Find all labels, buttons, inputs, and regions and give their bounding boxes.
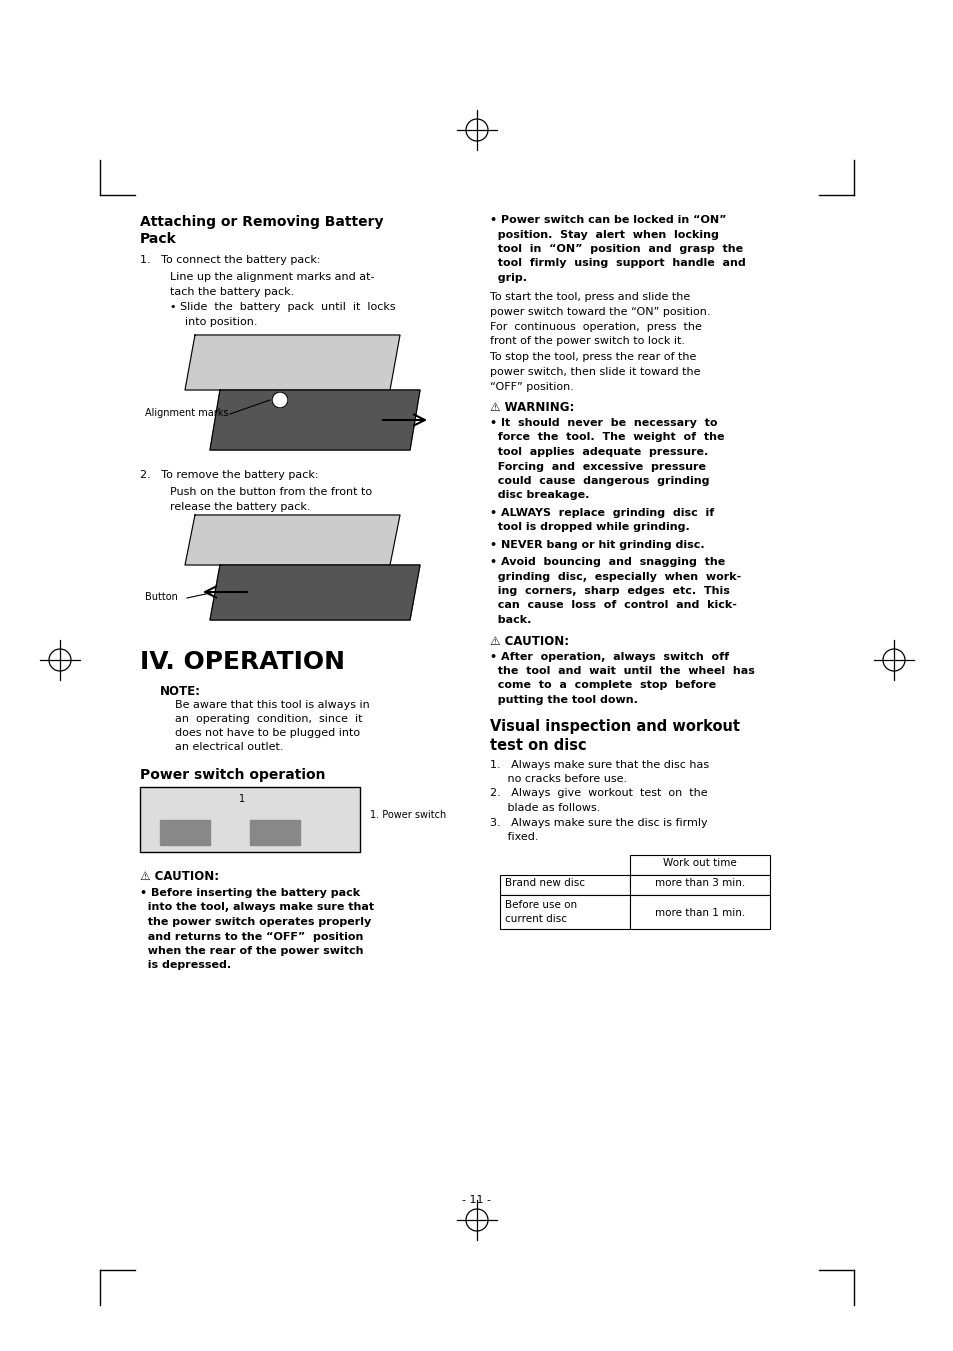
- Text: putting the tool down.: putting the tool down.: [490, 694, 638, 705]
- Text: the power switch operates properly: the power switch operates properly: [140, 917, 371, 927]
- Text: tach the battery pack.: tach the battery pack.: [170, 286, 294, 297]
- Text: Before use on: Before use on: [504, 900, 577, 909]
- Text: does not have to be plugged into: does not have to be plugged into: [174, 728, 359, 738]
- Text: disc breakage.: disc breakage.: [490, 490, 589, 500]
- Text: more than 1 min.: more than 1 min.: [654, 908, 744, 917]
- Text: • ALWAYS  replace  grinding  disc  if: • ALWAYS replace grinding disc if: [490, 508, 714, 517]
- Text: an  operating  condition,  since  it: an operating condition, since it: [174, 713, 362, 724]
- Text: 1: 1: [239, 794, 245, 804]
- Text: power switch, then slide it toward the: power switch, then slide it toward the: [490, 367, 700, 377]
- Text: • NEVER bang or hit grinding disc.: • NEVER bang or hit grinding disc.: [490, 540, 704, 550]
- Text: no cracks before use.: no cracks before use.: [490, 774, 626, 784]
- Text: position.  Stay  alert  when  locking: position. Stay alert when locking: [490, 230, 719, 239]
- Text: - 11 -: - 11 -: [462, 1196, 491, 1205]
- Text: Be aware that this tool is always in: Be aware that this tool is always in: [174, 700, 370, 711]
- Text: the  tool  and  wait  until  the  wheel  has: the tool and wait until the wheel has: [490, 666, 754, 676]
- Text: tool  in  “ON”  position  and  grasp  the: tool in “ON” position and grasp the: [490, 245, 742, 254]
- Text: NOTE:: NOTE:: [160, 685, 201, 698]
- Text: come  to  a  complete  stop  before: come to a complete stop before: [490, 681, 716, 690]
- Text: Pack: Pack: [140, 232, 176, 246]
- Text: Line up the alignment marks and at-: Line up the alignment marks and at-: [170, 272, 375, 282]
- Text: grinding  disc,  especially  when  work-: grinding disc, especially when work-: [490, 571, 740, 581]
- Text: ⚠ CAUTION:: ⚠ CAUTION:: [140, 870, 219, 884]
- Text: front of the power switch to lock it.: front of the power switch to lock it.: [490, 336, 684, 346]
- Bar: [499, 894, 629, 928]
- Bar: [629, 854, 769, 874]
- Text: ⚠ WARNING:: ⚠ WARNING:: [490, 401, 574, 413]
- Text: and returns to the “OFF”  position: and returns to the “OFF” position: [140, 931, 363, 942]
- Text: tool is dropped while grinding.: tool is dropped while grinding.: [490, 523, 689, 532]
- Text: power switch toward the “ON” position.: power switch toward the “ON” position.: [490, 307, 710, 317]
- Text: ⚠ CAUTION:: ⚠ CAUTION:: [490, 635, 569, 647]
- Text: • Power switch can be locked in “ON”: • Power switch can be locked in “ON”: [490, 215, 726, 226]
- Text: could  cause  dangerous  grinding: could cause dangerous grinding: [490, 476, 709, 486]
- Text: Button: Button: [145, 592, 177, 603]
- Text: into the tool, always make sure that: into the tool, always make sure that: [140, 902, 374, 912]
- Text: “OFF” position.: “OFF” position.: [490, 381, 574, 392]
- Text: ing  corners,  sharp  edges  etc.  This: ing corners, sharp edges etc. This: [490, 586, 729, 596]
- Text: • Avoid  bouncing  and  snagging  the: • Avoid bouncing and snagging the: [490, 557, 724, 567]
- Text: release the battery pack.: release the battery pack.: [170, 503, 310, 512]
- Text: 3.   Always make sure the disc is firmly: 3. Always make sure the disc is firmly: [490, 817, 707, 828]
- Text: test on disc: test on disc: [490, 738, 586, 753]
- Text: into position.: into position.: [185, 317, 257, 327]
- Text: Brand new disc: Brand new disc: [504, 878, 584, 889]
- Text: • After  operation,  always  switch  off: • After operation, always switch off: [490, 651, 728, 662]
- Polygon shape: [250, 820, 299, 844]
- Text: Push on the button from the front to: Push on the button from the front to: [170, 486, 372, 497]
- Text: tool  firmly  using  support  handle  and: tool firmly using support handle and: [490, 258, 745, 269]
- Circle shape: [272, 392, 288, 408]
- Text: can  cause  loss  of  control  and  kick-: can cause loss of control and kick-: [490, 600, 736, 611]
- Text: For  continuous  operation,  press  the: For continuous operation, press the: [490, 322, 701, 331]
- Text: Forcing  and  excessive  pressure: Forcing and excessive pressure: [490, 462, 705, 471]
- Bar: [629, 894, 769, 928]
- Text: • Slide  the  battery  pack  until  it  locks: • Slide the battery pack until it locks: [170, 303, 395, 312]
- Text: To stop the tool, press the rear of the: To stop the tool, press the rear of the: [490, 353, 696, 362]
- Text: • Before inserting the battery pack: • Before inserting the battery pack: [140, 888, 359, 898]
- Text: IV. OPERATION: IV. OPERATION: [140, 650, 345, 674]
- Text: Attaching or Removing Battery: Attaching or Removing Battery: [140, 215, 383, 230]
- Polygon shape: [210, 390, 419, 450]
- Polygon shape: [210, 565, 419, 620]
- Text: 2.   Always  give  workout  test  on  the: 2. Always give workout test on the: [490, 789, 707, 798]
- Text: back.: back.: [490, 615, 531, 626]
- Text: To start the tool, press and slide the: To start the tool, press and slide the: [490, 293, 690, 303]
- Text: fixed.: fixed.: [490, 832, 537, 842]
- Text: Power switch operation: Power switch operation: [140, 767, 325, 782]
- Text: 1.   Always make sure that the disc has: 1. Always make sure that the disc has: [490, 759, 708, 770]
- Text: force  the  tool.  The  weight  of  the: force the tool. The weight of the: [490, 432, 723, 443]
- Text: when the rear of the power switch: when the rear of the power switch: [140, 946, 363, 957]
- Text: current disc: current disc: [504, 913, 566, 924]
- Text: 1.   To connect the battery pack:: 1. To connect the battery pack:: [140, 255, 320, 265]
- Text: 1. Power switch: 1. Power switch: [370, 811, 446, 820]
- Bar: [499, 874, 629, 894]
- Bar: [629, 874, 769, 894]
- Text: grip.: grip.: [490, 273, 526, 282]
- Text: blade as follows.: blade as follows.: [490, 802, 599, 813]
- Text: more than 3 min.: more than 3 min.: [654, 878, 744, 889]
- Text: is depressed.: is depressed.: [140, 961, 231, 970]
- Text: 2.   To remove the battery pack:: 2. To remove the battery pack:: [140, 470, 318, 480]
- Text: an electrical outlet.: an electrical outlet.: [174, 742, 283, 753]
- Text: Work out time: Work out time: [662, 858, 736, 869]
- Text: Visual inspection and workout: Visual inspection and workout: [490, 720, 740, 735]
- Bar: [140, 788, 359, 852]
- Polygon shape: [160, 820, 210, 844]
- Polygon shape: [185, 515, 399, 565]
- Text: tool  applies  adequate  pressure.: tool applies adequate pressure.: [490, 447, 707, 457]
- Text: Alignment marks: Alignment marks: [145, 408, 229, 417]
- Text: • It  should  never  be  necessary  to: • It should never be necessary to: [490, 417, 717, 428]
- Polygon shape: [185, 335, 399, 390]
